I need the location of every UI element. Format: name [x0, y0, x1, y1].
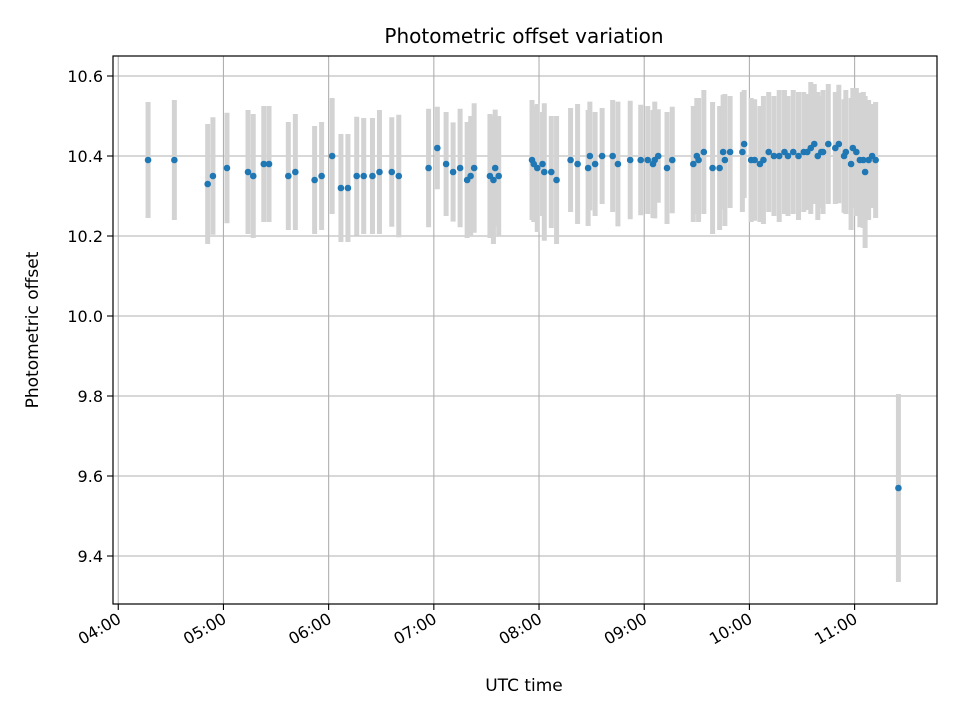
data-point [209, 172, 217, 180]
data-point [567, 156, 574, 164]
data-point [539, 160, 546, 168]
data-point [171, 156, 178, 164]
data-point [719, 148, 727, 156]
y-tick-label: 10.2 [67, 227, 103, 246]
data-point [456, 164, 464, 172]
data-point [260, 160, 268, 168]
data-point [265, 160, 273, 168]
data-point [775, 152, 783, 160]
data-point [490, 176, 497, 184]
data-point [360, 172, 368, 180]
data-point [760, 156, 767, 164]
plot-frame [112, 55, 938, 605]
data-point [700, 148, 708, 156]
data-point [540, 168, 548, 176]
data-point [784, 152, 792, 160]
data-point [810, 140, 818, 148]
y-axis-label: Photometric offset [23, 251, 43, 408]
data-point [825, 140, 832, 148]
data-point [344, 184, 352, 192]
data-point [614, 160, 622, 168]
data-point [668, 156, 676, 164]
data-point [861, 168, 869, 176]
data-point [244, 168, 252, 176]
data-point [318, 172, 325, 180]
data-point [223, 164, 231, 172]
data-point [695, 156, 702, 164]
chart-title: Photometric offset variation [384, 24, 663, 48]
y-tick-label: 9.6 [78, 467, 103, 486]
data-point [376, 168, 383, 176]
data-point [847, 160, 855, 168]
data-point [765, 148, 772, 156]
data-point [491, 164, 499, 172]
y-axis-ticks: 9.4 9.6 9.8 10.0 10.2 10.4 10.6 [67, 67, 113, 566]
data-point [690, 160, 697, 168]
data-point [726, 148, 734, 156]
data-point [895, 484, 902, 492]
data-point [637, 156, 645, 164]
data-point [584, 164, 592, 172]
data-point [353, 172, 360, 180]
data-point [467, 172, 474, 180]
data-point [835, 140, 843, 148]
y-tick-label: 9.8 [78, 387, 103, 406]
data-point [598, 152, 606, 160]
data-point [591, 160, 599, 168]
data-point [425, 164, 432, 172]
data-point [663, 164, 671, 172]
data-point [709, 164, 716, 172]
data-point [533, 164, 541, 172]
data-point [872, 156, 879, 164]
data-point [449, 168, 457, 176]
data-point [574, 160, 581, 168]
data-points [144, 140, 902, 492]
data-point [842, 148, 850, 156]
data-point [285, 172, 292, 180]
data-point [553, 176, 560, 184]
data-point [470, 164, 478, 172]
data-point [204, 180, 211, 188]
data-point [654, 152, 662, 160]
data-point [644, 156, 652, 164]
data-point [495, 172, 503, 180]
x-axis-label: UTC time [485, 676, 563, 696]
data-point [337, 184, 345, 192]
data-point [388, 168, 396, 176]
data-point [249, 172, 257, 180]
data-point [770, 152, 778, 160]
data-point [819, 148, 827, 156]
data-point [144, 156, 152, 164]
data-point [369, 172, 376, 180]
data-point [721, 156, 729, 164]
data-point [853, 148, 860, 156]
data-point [292, 168, 299, 176]
data-point [789, 148, 797, 156]
data-point [795, 152, 802, 160]
data-point [442, 160, 450, 168]
data-point [547, 168, 555, 176]
y-tick-label: 9.4 [78, 547, 103, 566]
data-point [609, 152, 616, 160]
y-tick-label: 10.6 [67, 67, 103, 86]
data-point [626, 156, 634, 164]
y-tick-label: 10.0 [67, 307, 103, 326]
data-point [739, 148, 746, 156]
data-point [751, 156, 758, 164]
data-point [395, 172, 403, 180]
y-tick-label: 10.4 [67, 147, 103, 166]
data-point [716, 164, 723, 172]
data-point [434, 144, 441, 152]
data-point [740, 140, 748, 148]
data-point [586, 152, 594, 160]
data-point [311, 176, 318, 184]
data-point [328, 152, 336, 160]
data-point [860, 156, 867, 164]
